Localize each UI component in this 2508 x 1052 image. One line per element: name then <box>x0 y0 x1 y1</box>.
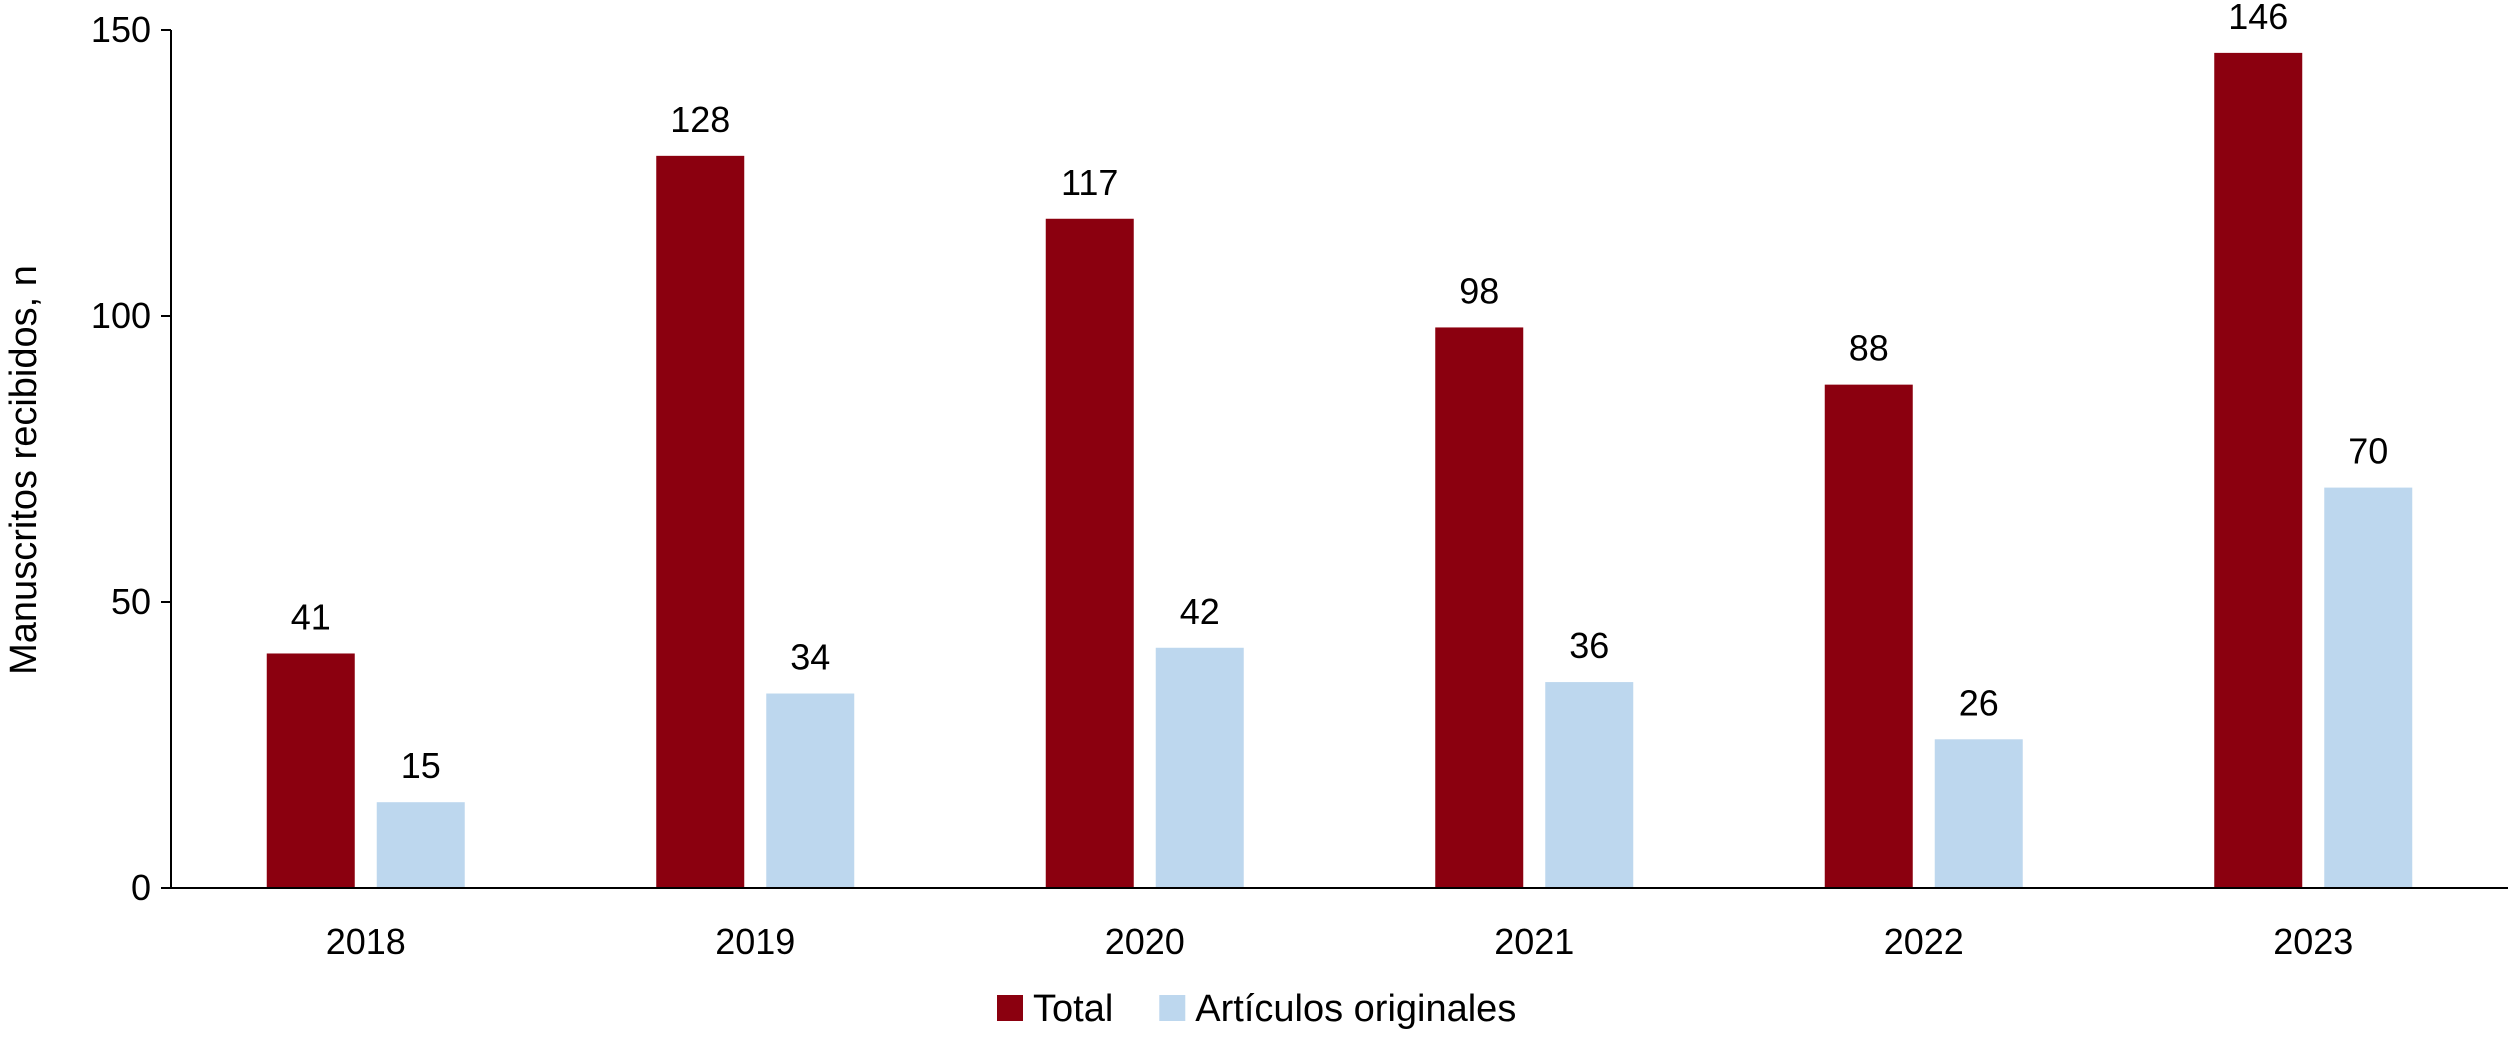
data-label: 88 <box>1849 328 1889 369</box>
data-labels: 41 15 128 34 117 42 98 36 88 26 146 70 <box>291 0 2389 786</box>
x-tick-label: 2021 <box>1494 921 1574 962</box>
data-label: 128 <box>670 99 730 140</box>
y-tick-label: 100 <box>91 295 151 336</box>
legend-swatch-total <box>997 995 1023 1021</box>
bar-total-2023 <box>2214 52 2303 888</box>
x-tick-label: 2018 <box>326 921 406 962</box>
legend: Total Artículos originales <box>997 988 1516 1030</box>
bar-articulos-originales-2022 <box>1934 739 2023 888</box>
legend-label: Total <box>1033 988 1113 1030</box>
data-label: 34 <box>790 637 830 678</box>
bar-total-2018 <box>266 653 355 888</box>
legend-label: Artículos originales <box>1195 988 1516 1030</box>
data-label: 36 <box>1569 625 1609 666</box>
bar-total-2021 <box>1435 327 1524 888</box>
bar-articulos-originales-2019 <box>766 693 855 888</box>
x-tick-label: 2022 <box>1884 921 1964 962</box>
x-axis-ticks: 2018 2019 2020 2021 2022 2023 <box>326 921 2354 962</box>
y-axis-ticks: 0 50 100 150 <box>91 9 171 908</box>
y-axis-title: Manuscritos recibidos, n <box>3 265 45 675</box>
y-tick-label: 50 <box>111 581 151 622</box>
x-tick-label: 2023 <box>2273 921 2353 962</box>
bars <box>266 52 2413 889</box>
bar-articulos-originales-2021 <box>1545 682 1634 888</box>
data-label: 70 <box>2348 431 2388 472</box>
data-label: 146 <box>2228 0 2288 37</box>
bar-total-2022 <box>1824 384 1913 888</box>
y-tick-label: 150 <box>91 9 151 50</box>
data-label: 41 <box>291 596 331 637</box>
data-label: 117 <box>1061 162 1118 203</box>
data-label: 42 <box>1180 591 1220 632</box>
bar-total-2020 <box>1045 218 1134 888</box>
data-label: 15 <box>401 745 441 786</box>
legend-swatch-articulos-originales <box>1159 995 1186 1021</box>
bar-articulos-originales-2020 <box>1155 647 1244 888</box>
x-tick-label: 2019 <box>715 921 795 962</box>
data-label: 26 <box>1959 682 1999 723</box>
y-tick-label: 0 <box>131 867 151 908</box>
x-tick-label: 2020 <box>1105 921 1185 962</box>
bar-total-2019 <box>656 155 745 889</box>
data-label: 98 <box>1459 270 1499 311</box>
bar-articulos-originales-2018 <box>376 802 465 888</box>
bar-articulos-originales-2023 <box>2324 487 2413 888</box>
